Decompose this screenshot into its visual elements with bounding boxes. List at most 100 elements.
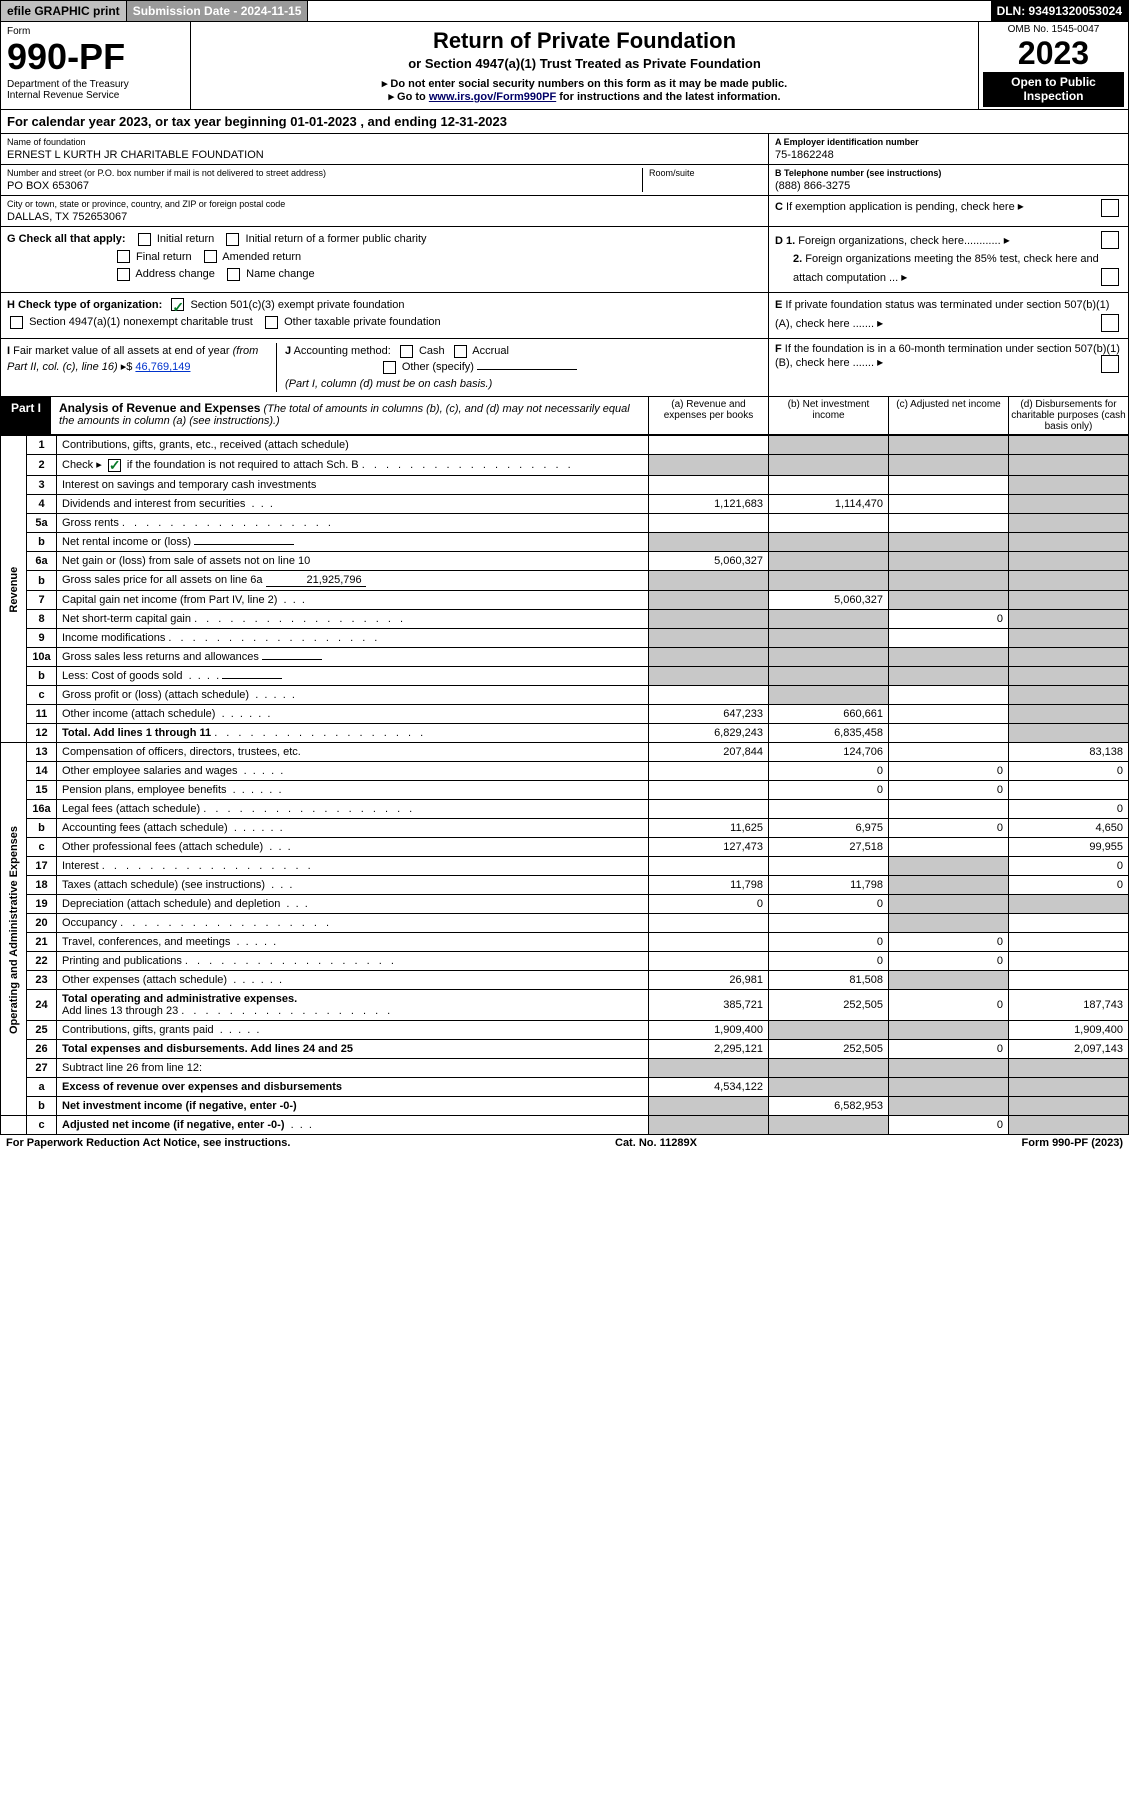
- table-row: aExcess of revenue over expenses and dis…: [1, 1078, 1129, 1097]
- table-row: 7Capital gain net income (from Part IV, …: [1, 591, 1129, 610]
- check-section-h-e: H Check type of organization: Section 50…: [0, 293, 1129, 339]
- col-c-header: (c) Adjusted net income: [888, 397, 1008, 434]
- j-note: (Part I, column (d) must be on cash basi…: [285, 378, 492, 390]
- table-row: 2 Check ▸ if the foundation is not requi…: [1, 455, 1129, 476]
- table-row: 16aLegal fees (attach schedule) 0: [1, 800, 1129, 819]
- footer: For Paperwork Reduction Act Notice, see …: [0, 1135, 1129, 1151]
- g-label: G Check all that apply:: [7, 233, 126, 245]
- table-row: 26Total expenses and disbursements. Add …: [1, 1040, 1129, 1059]
- table-row: 9Income modifications: [1, 629, 1129, 648]
- ein-label: A Employer identification number: [775, 137, 919, 147]
- h-4947-chk[interactable]: [10, 316, 23, 329]
- table-row: 21Travel, conferences, and meetings . . …: [1, 933, 1129, 952]
- table-row: cGross profit or (loss) (attach schedule…: [1, 686, 1129, 705]
- part-1-title: Analysis of Revenue and Expenses (The to…: [51, 397, 648, 434]
- omb-no: OMB No. 1545-0047: [983, 24, 1124, 35]
- h-label: H Check type of organization:: [7, 299, 162, 311]
- table-row: Revenue 1 Contributions, gifts, grants, …: [1, 436, 1129, 455]
- dln: DLN: 93491320053024: [991, 1, 1128, 21]
- ein-val: 75-1862248: [775, 149, 1122, 161]
- g-amended-chk[interactable]: [204, 250, 217, 263]
- table-row: 25Contributions, gifts, grants paid . . …: [1, 1021, 1129, 1040]
- part-1-header: Part I Analysis of Revenue and Expenses …: [0, 397, 1129, 435]
- table-row: 8Net short-term capital gain 0: [1, 610, 1129, 629]
- room-label: Room/suite: [649, 168, 762, 178]
- table-row: 17Interest 0: [1, 857, 1129, 876]
- g-address-change-chk[interactable]: [117, 268, 130, 281]
- footer-left: For Paperwork Reduction Act Notice, see …: [6, 1137, 290, 1149]
- table-row: 4Dividends and interest from securities …: [1, 495, 1129, 514]
- tel-val: (888) 866-3275: [775, 180, 1122, 192]
- table-row: bLess: Cost of goods sold . . . .: [1, 667, 1129, 686]
- table-row: 19Depreciation (attach schedule) and dep…: [1, 895, 1129, 914]
- col-b-header: (b) Net investment income: [768, 397, 888, 434]
- part-1-table: Revenue 1 Contributions, gifts, grants, …: [0, 435, 1129, 1135]
- f-checkbox[interactable]: [1101, 355, 1119, 373]
- d2-checkbox[interactable]: [1101, 268, 1119, 286]
- calendar-year-row: For calendar year 2023, or tax year begi…: [0, 110, 1129, 134]
- g-initial-return-chk[interactable]: [138, 233, 151, 246]
- foundation-name-label: Name of foundation: [7, 137, 762, 147]
- part-1-tag: Part I: [1, 397, 51, 434]
- table-row: 22Printing and publications 00: [1, 952, 1129, 971]
- j-cash-chk[interactable]: [400, 345, 413, 358]
- g-name-change-chk[interactable]: [227, 268, 240, 281]
- open-public-badge: Open to Public Inspection: [983, 72, 1124, 107]
- table-row: bGross sales price for all assets on lin…: [1, 571, 1129, 591]
- table-row: bNet rental income or (loss): [1, 533, 1129, 552]
- e-label: E If private foundation status was termi…: [775, 297, 1122, 334]
- r2-checkbox[interactable]: [108, 459, 121, 472]
- instruction-2: ▸ Go to www.irs.gov/Form990PF for instru…: [197, 90, 972, 103]
- j-accrual-chk[interactable]: [454, 345, 467, 358]
- table-row: 20Occupancy: [1, 914, 1129, 933]
- table-row: 3Interest on savings and temporary cash …: [1, 476, 1129, 495]
- j-other-chk[interactable]: [383, 361, 396, 374]
- submission-date: Submission Date - 2024-11-15: [127, 1, 309, 21]
- city-label: City or town, state or province, country…: [7, 199, 762, 209]
- g-initial-former-chk[interactable]: [226, 233, 239, 246]
- dept-treasury: Department of the Treasury: [7, 79, 184, 90]
- h-other-taxable-chk[interactable]: [265, 316, 278, 329]
- c-exemption-label: C If exemption application is pending, c…: [775, 201, 1015, 213]
- efile-print-btn[interactable]: efile GRAPHIC print: [1, 1, 127, 21]
- address-label: Number and street (or P.O. box number if…: [7, 168, 642, 178]
- identity-block: Name of foundation ERNEST L KURTH JR CHA…: [0, 134, 1129, 227]
- fmv-value: 46,769,149: [135, 361, 190, 373]
- form-header-block: Form 990-PF Department of the Treasury I…: [0, 22, 1129, 110]
- irs-link[interactable]: www.irs.gov/Form990PF: [429, 91, 556, 103]
- table-row: 18Taxes (attach schedule) (see instructi…: [1, 876, 1129, 895]
- d1-checkbox[interactable]: [1101, 231, 1119, 249]
- table-row: 12Total. Add lines 1 through 11 6,829,24…: [1, 724, 1129, 743]
- efile-header: efile GRAPHIC print Submission Date - 20…: [0, 0, 1129, 22]
- main-title: Return of Private Foundation: [197, 28, 972, 54]
- table-row: bNet investment income (if negative, ent…: [1, 1097, 1129, 1116]
- table-row: Operating and Administrative Expenses 13…: [1, 743, 1129, 762]
- table-row: 15Pension plans, employee benefits . . .…: [1, 781, 1129, 800]
- tax-year: 2023: [983, 35, 1124, 72]
- g-final-return-chk[interactable]: [117, 250, 130, 263]
- sub-title: or Section 4947(a)(1) Trust Treated as P…: [197, 56, 972, 71]
- h-501c3-chk[interactable]: [171, 298, 184, 311]
- table-row: 14Other employee salaries and wages . . …: [1, 762, 1129, 781]
- table-row: 5aGross rents: [1, 514, 1129, 533]
- table-row: 10aGross sales less returns and allowanc…: [1, 648, 1129, 667]
- instruction-1: ▸ Do not enter social security numbers o…: [197, 77, 972, 90]
- e-checkbox[interactable]: [1101, 314, 1119, 332]
- table-row: 11Other income (attach schedule) . . . .…: [1, 705, 1129, 724]
- table-row: 27Subtract line 26 from line 12:: [1, 1059, 1129, 1078]
- footer-mid: Cat. No. 11289X: [615, 1137, 697, 1149]
- footer-right: Form 990-PF (2023): [1022, 1137, 1124, 1149]
- table-row: 24Total operating and administrative exp…: [1, 990, 1129, 1021]
- f-label: F If the foundation is in a 60-month ter…: [775, 343, 1122, 369]
- form-number: 990-PF: [7, 39, 184, 75]
- check-section-g-d: G Check all that apply: Initial return I…: [0, 227, 1129, 293]
- city-val: DALLAS, TX 752653067: [7, 211, 762, 223]
- col-a-header: (a) Revenue and expenses per books: [648, 397, 768, 434]
- irs-label: Internal Revenue Service: [7, 90, 184, 101]
- table-row: 6aNet gain or (loss) from sale of assets…: [1, 552, 1129, 571]
- opex-side-label: Operating and Administrative Expenses: [1, 743, 27, 1116]
- col-d-header: (d) Disbursements for charitable purpose…: [1008, 397, 1128, 434]
- table-row: cAdjusted net income (if negative, enter…: [1, 1116, 1129, 1135]
- c-checkbox[interactable]: [1101, 199, 1119, 217]
- table-row: cOther professional fees (attach schedul…: [1, 838, 1129, 857]
